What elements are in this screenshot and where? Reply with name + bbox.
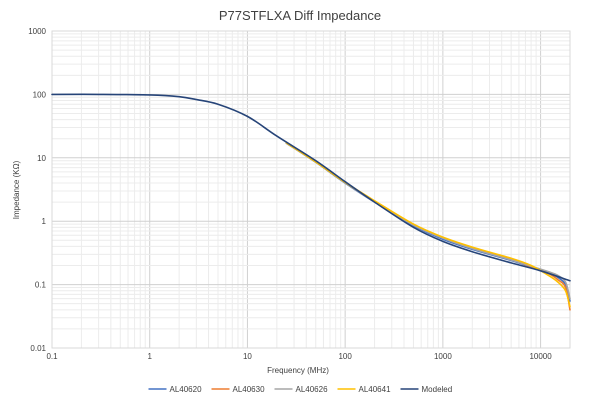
chart-title: P77STFLXA Diff Impedance	[219, 8, 381, 23]
y-tick-label: 100	[33, 90, 47, 99]
x-tick-label: 100	[338, 352, 352, 361]
y-axis-ticks: 0.01 0.1 1 10 100 1000	[28, 27, 46, 353]
legend: AL40620 AL40630 AL40626 AL40641 Modeled	[148, 385, 453, 394]
x-axis-ticks: 0.1 1 10 100 1000 10000	[46, 352, 552, 361]
y-tick-label: 0.01	[30, 344, 46, 353]
plot-border	[51, 30, 571, 349]
legend-item-modeled: Modeled	[400, 385, 453, 394]
legend-label: Modeled	[422, 385, 453, 394]
x-tick-label: 1	[147, 352, 152, 361]
y-tick-label: 0.1	[35, 281, 47, 290]
x-tick-label: 1000	[434, 352, 452, 361]
legend-label: AL40641	[359, 385, 392, 394]
legend-item-al40630: AL40630	[211, 385, 266, 394]
y-axis-label: Impedance (KΩ)	[12, 160, 21, 219]
y-tick-label: 1000	[28, 27, 46, 36]
x-axis-label: Frequency (MHz)	[267, 366, 329, 375]
x-tick-label: 0.1	[46, 352, 58, 361]
legend-label: AL40620	[170, 385, 203, 394]
legend-label: AL40626	[296, 385, 329, 394]
series-line-modeled	[51, 93, 571, 282]
legend-label: AL40630	[233, 385, 266, 394]
x-tick-label: 10	[243, 352, 252, 361]
series-lines	[51, 93, 571, 311]
legend-item-al40641: AL40641	[337, 385, 392, 394]
x-tick-label: 10000	[529, 352, 552, 361]
legend-item-al40626: AL40626	[274, 385, 329, 394]
y-tick-label: 10	[37, 154, 46, 163]
y-tick-label: 1	[42, 217, 47, 226]
grid	[51, 30, 571, 349]
legend-item-al40620: AL40620	[148, 385, 203, 394]
